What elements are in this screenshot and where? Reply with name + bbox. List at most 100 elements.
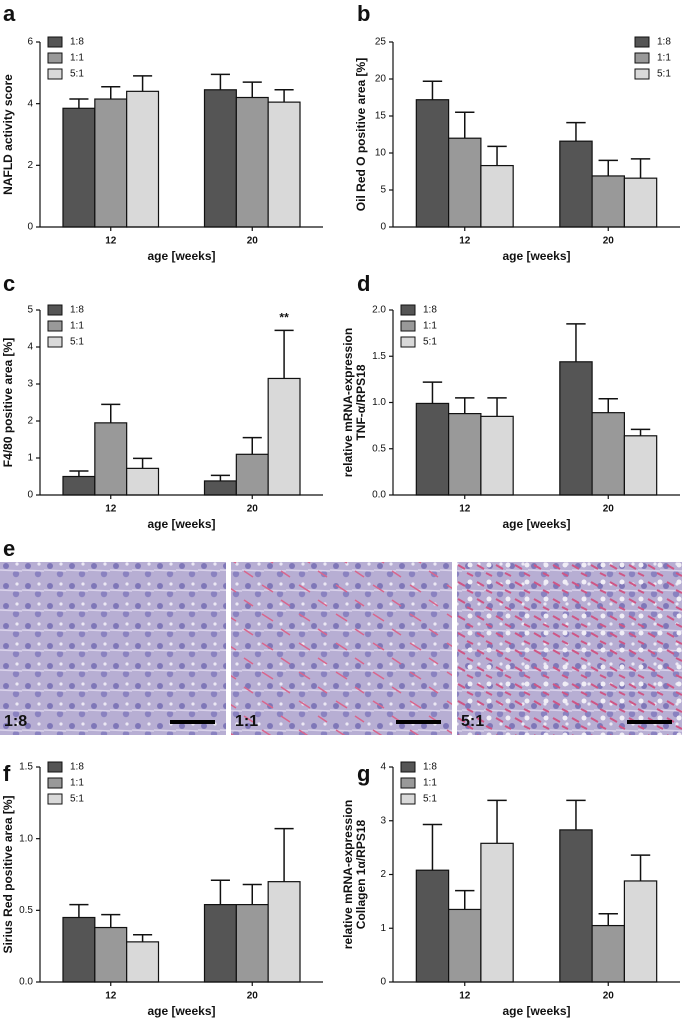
panel-letter: e: [3, 536, 15, 561]
legend-label: 5:1: [423, 794, 437, 805]
legend-swatch: [400, 320, 416, 332]
bar: [203, 89, 237, 228]
y-axis-label: NAFLD activity score: [1, 74, 15, 195]
x-axis-label: age [weeks]: [502, 517, 570, 531]
bar: [480, 164, 514, 228]
bar: [126, 941, 160, 983]
y-tick-label: 5: [380, 185, 386, 196]
image-label: 1:1: [235, 713, 258, 730]
bar: [480, 415, 514, 496]
y-tick-label: 1: [380, 923, 386, 934]
y-tick-label: 0: [27, 490, 33, 501]
bar: [235, 903, 269, 983]
y-tick-label: 4: [27, 98, 33, 109]
legend-label: 1:1: [70, 778, 84, 789]
micrograph-panel: e 1:8 1:1 5:1: [0, 536, 682, 735]
legend-label: 1:1: [423, 778, 437, 789]
legend-swatch: [47, 793, 63, 805]
legend-swatch: [634, 52, 650, 64]
y-tick-label: 20: [375, 74, 387, 85]
y-tick-label: 1.5: [19, 762, 33, 773]
legend-label: 1:1: [657, 53, 671, 64]
legend-label: 5:1: [70, 337, 84, 348]
bar: [415, 99, 450, 228]
x-tick-label: 20: [247, 236, 259, 247]
y-tick-label: 2: [27, 416, 33, 427]
bar: [267, 101, 301, 228]
x-tick-label: 20: [247, 991, 259, 1002]
x-tick-label: 12: [105, 236, 117, 247]
x-tick-label: 20: [603, 236, 615, 247]
micrograph: [0, 562, 226, 735]
legend-label: 1:8: [70, 762, 84, 773]
y-axis-label: Oil Red O positive area [%]: [354, 58, 368, 211]
legend-label: 1:8: [423, 305, 437, 316]
bar: [591, 175, 625, 228]
y-tick-label: 0: [380, 222, 386, 233]
legend-label: 1:8: [70, 305, 84, 316]
y-tick-label: 0.0: [372, 490, 386, 501]
legend-swatch: [400, 336, 416, 348]
bar: [62, 475, 96, 496]
legend-swatch: [634, 36, 650, 48]
legend-label: 1:8: [657, 37, 671, 48]
legend-swatch: [400, 304, 416, 316]
y-tick-label: 0: [27, 222, 33, 233]
y-tick-label: 0.0: [19, 977, 33, 988]
bar: [203, 903, 237, 983]
legend-swatch: [47, 304, 63, 316]
y-tick-label: 10: [375, 148, 387, 159]
legend-swatch: [47, 68, 63, 80]
bar: [126, 90, 160, 228]
x-tick-label: 20: [603, 504, 615, 515]
bar: [94, 422, 128, 496]
panel-letter: g: [357, 761, 370, 786]
legend-swatch: [634, 68, 650, 80]
y-tick-label: 2.0: [372, 305, 386, 316]
bar: [448, 137, 482, 228]
y-tick-label: 2: [380, 869, 386, 880]
x-axis-label: age [weeks]: [502, 1004, 570, 1018]
bar: [235, 453, 269, 496]
legend-swatch: [47, 777, 63, 789]
x-axis-label: age [weeks]: [147, 517, 215, 531]
y-axis-label: relative mRNA-expression: [341, 800, 355, 949]
bar: [94, 926, 128, 983]
x-tick-label: 12: [459, 236, 471, 247]
bar: [559, 361, 593, 496]
x-tick-label: 20: [247, 504, 259, 515]
bar: [448, 413, 482, 496]
bar: [235, 96, 269, 228]
x-tick-label: 12: [105, 504, 117, 515]
y-axis-label: Collagen 1α/RPS18: [354, 819, 368, 929]
bar: [623, 177, 658, 228]
x-axis-label: age [weeks]: [147, 249, 215, 263]
bar: [415, 869, 450, 983]
bar: [94, 98, 128, 228]
legend-swatch: [47, 36, 63, 48]
legend-swatch: [400, 793, 416, 805]
y-tick-label: 4: [27, 342, 33, 353]
image-label: 1:8: [4, 713, 27, 730]
y-tick-label: 1.0: [372, 397, 386, 408]
y-axis-label: F4/80 positive area [%]: [1, 338, 15, 467]
bar: [480, 842, 514, 983]
bar: [591, 412, 625, 496]
bar: [267, 377, 301, 496]
legend-label: 5:1: [70, 69, 84, 80]
y-tick-label: 6: [27, 37, 33, 48]
bar: [559, 829, 593, 983]
y-tick-label: 1.0: [19, 833, 33, 844]
x-axis-label: age [weeks]: [502, 249, 570, 263]
y-tick-label: 2: [27, 160, 33, 171]
y-tick-label: 25: [375, 37, 387, 48]
legend-swatch: [47, 761, 63, 773]
panel-letter: c: [3, 271, 15, 296]
legend-label: 1:8: [70, 37, 84, 48]
x-tick-label: 12: [459, 504, 471, 515]
legend-label: 1:1: [70, 321, 84, 332]
bar: [62, 916, 96, 983]
bar: [591, 924, 625, 983]
legend-swatch: [47, 320, 63, 332]
staining: [231, 562, 452, 735]
